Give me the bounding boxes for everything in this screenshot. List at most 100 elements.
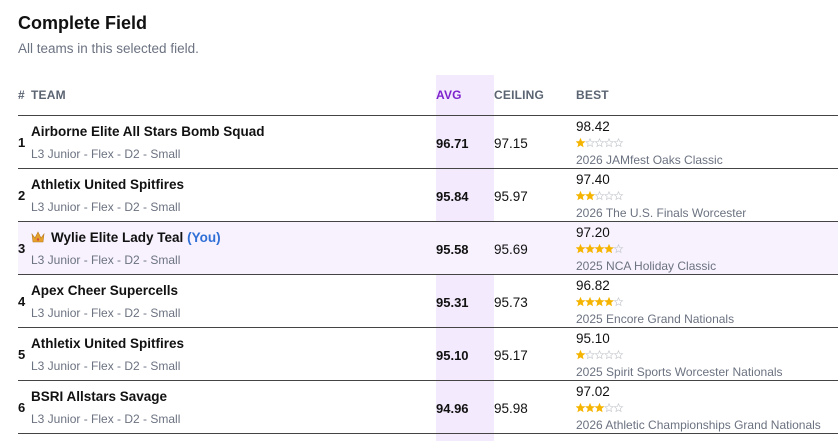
best-event: 2025 Spirit Sports Worcester Nationals: [576, 365, 783, 379]
best-score: 97.40: [576, 172, 610, 187]
title: Complete Field: [18, 13, 148, 33]
team-name: BSRI Allstars Savage: [31, 389, 167, 404]
star-rating: [576, 350, 624, 360]
avg-score: 95.10: [436, 348, 469, 363]
star-rating: [576, 138, 624, 148]
column-header[interactable]: CEILING: [494, 88, 545, 102]
star-rating: [576, 403, 624, 413]
crown-icon: [31, 231, 45, 243]
star-filled: [594, 297, 605, 307]
star-empty: [604, 191, 614, 201]
division: L3 Junior - Flex - D2 - Small: [31, 359, 181, 373]
best-score: 97.20: [576, 225, 610, 240]
avg-score: 96.71: [436, 136, 469, 151]
division: L3 Junior - Flex - D2 - Small: [31, 306, 181, 320]
table-row[interactable]: 6 BSRI Allstars Savage L3 Junior - Flex - …: [18, 381, 838, 434]
ceiling-score: 95.73: [494, 295, 528, 310]
star-filled: [576, 138, 586, 148]
star-rating: [576, 191, 624, 201]
star-filled: [576, 403, 586, 413]
table-row[interactable]: 4 Apex Cheer Supercells L3 Junior - Flex -…: [18, 275, 838, 328]
best-score: 98.42: [576, 119, 610, 134]
column-header[interactable]: AVG: [436, 88, 462, 102]
star-filled: [585, 191, 595, 201]
ceiling-score: 95.69: [494, 242, 528, 257]
rank: 5: [18, 347, 26, 362]
star-empty: [594, 350, 605, 360]
column-header[interactable]: #: [18, 88, 25, 102]
team-name-text: Airborne Elite All Stars Bomb Squad: [31, 124, 265, 139]
column-header[interactable]: TEAM: [31, 88, 66, 102]
best-event: 2026 Athletic Championships Grand Nation…: [576, 418, 821, 432]
star-empty: [585, 350, 595, 360]
rank: 6: [18, 400, 26, 415]
star-empty: [604, 403, 614, 413]
team-name-text: Wylie Elite Lady Teal: [51, 230, 184, 245]
rank: 3: [18, 241, 26, 256]
team-name-text: Athletix United Spitfires: [31, 177, 185, 192]
star-filled: [594, 244, 605, 254]
table-row[interactable]: 5 Athletix United Spitfires L3 Junior - Fl…: [18, 328, 838, 381]
division: L3 Junior - Flex - D2 - Small: [31, 412, 181, 426]
you-badge: (You): [187, 230, 221, 245]
star-empty: [604, 138, 614, 148]
column-header[interactable]: BEST: [576, 88, 609, 102]
avg-score: 95.84: [436, 189, 469, 204]
star-empty: [613, 350, 624, 360]
star-filled: [585, 244, 595, 254]
best-score: 96.82: [576, 278, 610, 293]
avg-score: 95.58: [436, 242, 469, 257]
team-name-text: BSRI Allstars Savage: [31, 389, 168, 404]
best-event: 2026 The U.S. Finals Worcester: [576, 206, 747, 220]
table-row[interactable]: 1 Airborne Elite All Stars Bomb Squad L3 J…: [18, 116, 838, 169]
table-row[interactable]: 3 Wylie Elite Lady Teal (You) L3 Junior - …: [18, 222, 838, 275]
star-filled: [585, 297, 595, 307]
star-rating: [576, 244, 624, 254]
star-empty: [613, 191, 624, 201]
star-empty: [613, 297, 624, 307]
best-event: 2025 NCA Holiday Classic: [576, 259, 717, 273]
star-empty: [604, 350, 614, 360]
star-filled: [594, 403, 605, 413]
division: L3 Junior - Flex - D2 - Small: [31, 147, 181, 161]
team-name: Wylie Elite Lady Teal (You): [31, 230, 221, 245]
team-name-text: Apex Cheer Supercells: [31, 283, 179, 298]
team-name: Athletix United Spitfires: [31, 336, 184, 351]
star-empty: [613, 138, 624, 148]
ceiling-score: 97.15: [494, 136, 528, 151]
star-filled: [585, 403, 595, 413]
header-divider: [18, 115, 838, 116]
star-empty: [613, 403, 624, 413]
star-empty: [613, 244, 624, 254]
table-row[interactable]: 2 Athletix United Spitfires L3 Junior - Fl…: [18, 169, 838, 222]
best-score: 97.02: [576, 384, 610, 399]
avg-score: 94.96: [436, 401, 469, 416]
star-filled: [576, 297, 586, 307]
ceiling-score: 95.98: [494, 401, 528, 416]
team-name: Apex Cheer Supercells: [31, 283, 178, 298]
rank: 2: [18, 188, 26, 203]
star-empty: [594, 138, 605, 148]
team-name: Airborne Elite All Stars Bomb Squad: [31, 124, 265, 139]
division: L3 Junior - Flex - D2 - Small: [31, 200, 181, 214]
ceiling-score: 95.17: [494, 348, 528, 363]
best-event: 2026 JAMfest Oaks Classic: [576, 153, 723, 167]
star-filled: [576, 350, 586, 360]
rank: 4: [18, 294, 26, 309]
star-filled: [604, 297, 614, 307]
star-empty: [585, 138, 595, 148]
ceiling-score: 95.97: [494, 189, 528, 204]
star-rating: [576, 297, 624, 307]
division: L3 Junior - Flex - D2 - Small: [31, 253, 181, 267]
rank: 1: [18, 135, 26, 150]
best-event: 2025 Encore Grand Nationals: [576, 312, 735, 326]
avg-score: 95.31: [436, 295, 469, 310]
star-filled: [604, 244, 614, 254]
star-filled: [576, 191, 586, 201]
star-filled: [576, 244, 586, 254]
best-score: 95.10: [576, 331, 610, 346]
star-empty: [594, 191, 605, 201]
team-name: Athletix United Spitfires: [31, 177, 184, 192]
team-name-text: Athletix United Spitfires: [31, 336, 185, 351]
